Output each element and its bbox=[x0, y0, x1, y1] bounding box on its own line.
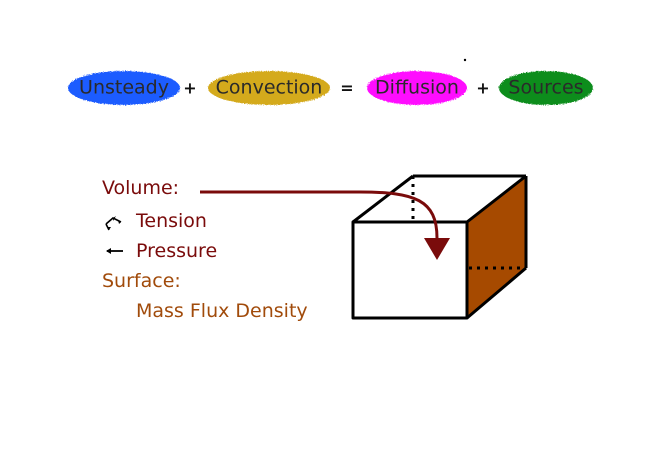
term-sources-blob bbox=[499, 71, 593, 105]
term-unsteady: Unsteady bbox=[68, 71, 180, 105]
term-diffusion: Diffusion bbox=[367, 71, 467, 105]
term-convection-blob bbox=[208, 71, 330, 105]
volume-arrow bbox=[200, 190, 450, 260]
control-volume-cube bbox=[200, 174, 528, 320]
term-convection: Convection bbox=[208, 71, 330, 105]
operator-equals: = bbox=[340, 79, 353, 98]
front-face bbox=[351, 220, 469, 320]
pressure-label: Pressure bbox=[136, 240, 218, 262]
operator-plus-1: + bbox=[183, 79, 196, 98]
term-diffusion-blob bbox=[367, 71, 467, 105]
term-sources-label: Sources bbox=[508, 77, 583, 99]
pressure-arrow-icon bbox=[102, 239, 126, 263]
equation: Unsteady + Convection = Diffusion + Sour… bbox=[68, 58, 593, 105]
volume-label: Volume: bbox=[102, 177, 180, 199]
stray-dot bbox=[463, 58, 467, 62]
volume-arrow-line bbox=[200, 190, 439, 239]
mass-flux-label: Mass Flux Density bbox=[136, 300, 308, 322]
tension-label: Tension bbox=[136, 210, 207, 232]
operator-plus-2: + bbox=[476, 79, 489, 98]
term-diffusion-label: Diffusion bbox=[375, 77, 459, 99]
surface-row: Surface: bbox=[102, 269, 181, 293]
volume-arrow-head bbox=[424, 238, 450, 260]
term-unsteady-label: Unsteady bbox=[79, 77, 169, 99]
term-unsteady-blob bbox=[68, 71, 180, 105]
volume-row: Volume: bbox=[102, 176, 179, 200]
term-convection-label: Convection bbox=[216, 77, 323, 99]
term-sources: Sources bbox=[499, 71, 593, 105]
surface-label: Surface: bbox=[102, 270, 181, 292]
tension-icon bbox=[102, 209, 126, 233]
